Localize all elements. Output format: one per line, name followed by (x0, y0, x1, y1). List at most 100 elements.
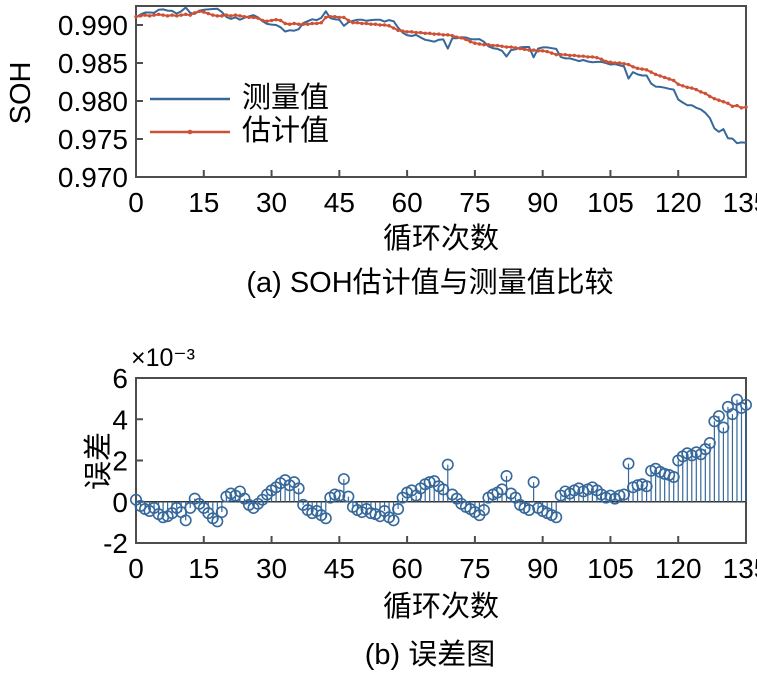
estimated-marker (378, 23, 382, 27)
estimated-marker (337, 15, 342, 20)
cycle-count-label-a: 循环次数 (382, 223, 499, 255)
estimated-marker (274, 17, 278, 22)
estimated-line (135, 10, 747, 109)
estimated-marker (369, 22, 373, 26)
x-tick-label-b: 15 (188, 553, 219, 584)
legend-measured-label: 测量值 (242, 82, 330, 114)
estimated-marker (649, 70, 653, 74)
estimated-marker (545, 49, 549, 54)
estimated-marker (676, 82, 680, 86)
estimated-marker (482, 43, 486, 47)
estimated-marker (531, 48, 536, 52)
estimated-marker (495, 43, 500, 48)
estimated-marker (260, 18, 265, 23)
exponent-multiplier-label: ×10⁻³ (131, 344, 195, 372)
estimated-marker (414, 30, 418, 35)
estimated-marker (405, 30, 409, 34)
estimated-marker (622, 62, 626, 66)
x-tick-label-b: 60 (392, 553, 423, 584)
estimated-marker (455, 35, 459, 39)
estimated-marker (631, 65, 635, 69)
x-tick-label-a: 45 (324, 187, 355, 218)
estimated-marker (355, 21, 360, 25)
estimated-marker (613, 61, 617, 65)
caption-b: (b) 误差图 (364, 639, 496, 671)
x-tick-label-a: 60 (392, 187, 423, 218)
caption-a: (a) SOH估计值与测量值比较 (246, 267, 614, 299)
estimated-marker (179, 13, 183, 17)
stem-marker (739, 398, 752, 411)
estimated-marker (156, 12, 161, 17)
stem-marker (441, 458, 454, 471)
estimated-marker (360, 21, 364, 26)
estimated-marker (229, 14, 233, 18)
stem-marker (726, 408, 739, 421)
y-tick-label-b: 0 (112, 487, 128, 518)
estimated-marker (296, 22, 301, 26)
measured-line (135, 6, 747, 145)
x-tick-label-b: 90 (527, 553, 558, 584)
estimated-marker (559, 52, 563, 57)
estimated-marker (147, 14, 152, 18)
estimated-marker (500, 44, 504, 48)
estimated-marker (233, 13, 238, 17)
estimated-marker (251, 15, 256, 20)
estimated-marker (328, 14, 332, 19)
x-tick-label-b: 0 (128, 553, 144, 584)
estimated-marker (459, 36, 464, 40)
estimated-marker (333, 14, 337, 19)
estimated-marker (662, 75, 667, 80)
estimated-marker (527, 48, 531, 52)
estimated-marker (595, 55, 599, 60)
x-tick-label-a: 105 (587, 187, 634, 218)
stem-marker (667, 470, 680, 483)
soh-axis-label: SOH (5, 61, 38, 125)
estimated-marker (283, 21, 287, 26)
y-tick-label-b: 6 (112, 363, 128, 394)
y-tick-label-b: -2 (103, 528, 128, 559)
estimated-marker (161, 13, 165, 17)
plot-frame-b (135, 377, 747, 544)
stem-marker (500, 469, 513, 482)
stem-marker (550, 511, 563, 524)
estimated-marker (202, 10, 206, 14)
estimated-marker (152, 13, 156, 17)
x-tick-label-b: 75 (459, 553, 490, 584)
estimated-marker (206, 11, 210, 16)
estimated-marker (165, 14, 170, 18)
estimated-marker (364, 21, 369, 26)
estimated-marker (292, 21, 296, 26)
error-axis-label: 误差 (83, 431, 116, 490)
stem-marker (717, 421, 730, 434)
estimated-marker (287, 22, 292, 26)
estimated-marker (256, 16, 260, 20)
estimated-marker (184, 12, 188, 17)
stem-marker (333, 489, 346, 502)
estimated-marker (572, 53, 576, 58)
estimated-marker (315, 21, 319, 26)
estimated-marker (599, 57, 604, 61)
stem-marker (617, 488, 630, 501)
y-tick-label-a: 0.980 (58, 86, 128, 117)
x-tick-label-a: 75 (459, 187, 490, 218)
estimated-marker (681, 84, 685, 88)
estimated-marker (509, 45, 513, 49)
estimated-marker (174, 14, 179, 18)
estimated-marker (554, 52, 558, 57)
stem-marker (640, 480, 653, 493)
x-tick-label-a: 120 (655, 187, 702, 218)
stem-marker (179, 514, 192, 527)
estimated-marker (744, 105, 748, 109)
estimated-marker (703, 91, 708, 96)
estimated-marker (672, 78, 676, 83)
estimated-marker (735, 103, 739, 108)
stem-marker (215, 506, 228, 519)
estimated-marker (324, 15, 328, 20)
estimated-marker (635, 66, 640, 71)
estimated-marker (550, 51, 554, 55)
estimated-marker (265, 19, 269, 23)
legend-estimated-marker (187, 129, 193, 135)
estimated-marker (310, 21, 314, 26)
stem-marker (523, 503, 536, 516)
